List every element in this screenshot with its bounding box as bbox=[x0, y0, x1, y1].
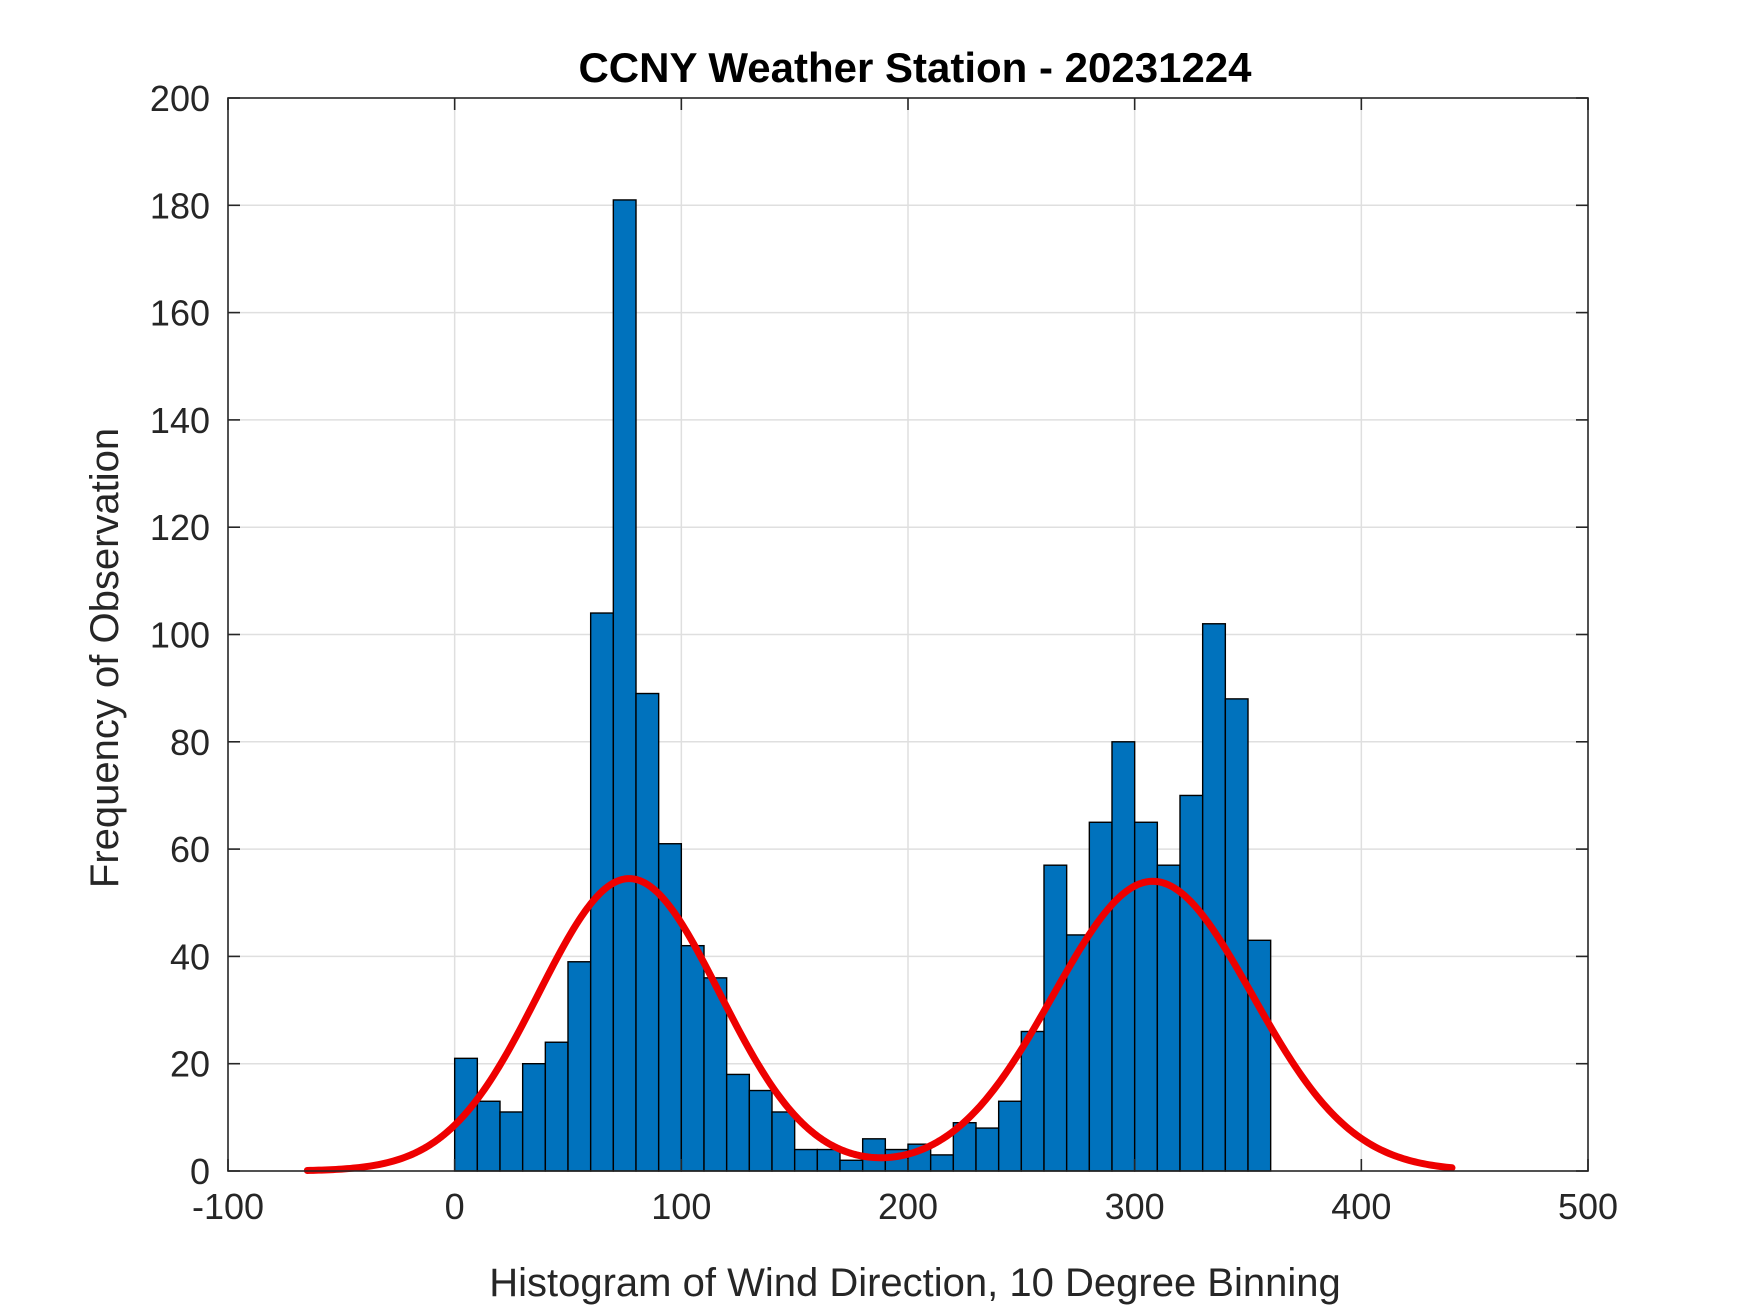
histogram-bar bbox=[567, 961, 592, 1172]
y-tick-label: 140 bbox=[150, 400, 210, 441]
x-tick-label: 200 bbox=[878, 1186, 938, 1227]
fit-curve-line bbox=[303, 875, 1456, 1174]
chart-title: CCNY Weather Station - 20231224 bbox=[578, 44, 1252, 91]
histogram-bar bbox=[816, 1148, 841, 1172]
x-tick-label: 100 bbox=[651, 1186, 711, 1227]
histogram-bar bbox=[680, 944, 705, 1172]
tick-labels: -100 0 100 200 300 400 50002040608010012014016… bbox=[150, 78, 1618, 1227]
histogram-bar bbox=[1043, 864, 1068, 1172]
histogram-bar bbox=[1156, 864, 1181, 1172]
histogram-bar bbox=[1111, 741, 1136, 1172]
histogram-bar bbox=[1020, 1030, 1045, 1172]
histogram-bar bbox=[793, 1148, 819, 1172]
y-tick-label: 20 bbox=[170, 1044, 210, 1085]
x-tick-label: 400 bbox=[1331, 1186, 1391, 1227]
histogram-bar bbox=[1201, 623, 1227, 1172]
y-tick-label: 0 bbox=[190, 1151, 210, 1192]
histogram-bar bbox=[544, 1041, 569, 1172]
histogram-bar bbox=[1133, 821, 1159, 1172]
histogram-bar bbox=[771, 1111, 796, 1172]
y-tick-label: 180 bbox=[150, 185, 210, 226]
y-tick-label: 60 bbox=[170, 829, 210, 870]
x-tick-label: 300 bbox=[1105, 1186, 1165, 1227]
histogram-bar bbox=[521, 1062, 547, 1172]
y-tick-label: 80 bbox=[170, 722, 210, 763]
histogram-bar bbox=[839, 1159, 864, 1172]
histogram-bar bbox=[748, 1089, 773, 1172]
axes bbox=[227, 97, 1589, 1172]
y-tick-label: 40 bbox=[170, 936, 210, 977]
histogram-bar bbox=[1088, 821, 1113, 1172]
histogram-bar bbox=[725, 1073, 751, 1172]
histogram-bar bbox=[499, 1111, 524, 1172]
y-axis-label: Frequency of Observation bbox=[83, 428, 127, 888]
histogram-bar bbox=[929, 1154, 955, 1172]
histogram-bar bbox=[1224, 698, 1249, 1172]
fit-curve-layer bbox=[303, 875, 1456, 1174]
y-tick-label: 120 bbox=[150, 507, 210, 548]
histogram-bar bbox=[975, 1127, 1000, 1172]
x-tick-label: 500 bbox=[1558, 1186, 1618, 1227]
y-tick-label: 200 bbox=[150, 78, 210, 119]
histogram-bar bbox=[635, 692, 660, 1172]
x-tick-label: 0 bbox=[445, 1186, 465, 1227]
histogram-bar bbox=[1247, 939, 1272, 1172]
y-tick-label: 160 bbox=[150, 293, 210, 334]
x-tick-label: -100 bbox=[192, 1186, 264, 1227]
x-axis-label: Histogram of Wind Direction, 10 Degree B… bbox=[489, 1261, 1341, 1305]
histogram-bar bbox=[997, 1100, 1023, 1172]
histogram-bar bbox=[1179, 794, 1204, 1172]
histogram-bar bbox=[476, 1100, 501, 1172]
histogram-bar bbox=[612, 199, 637, 1172]
y-tick-label: 100 bbox=[150, 615, 210, 656]
